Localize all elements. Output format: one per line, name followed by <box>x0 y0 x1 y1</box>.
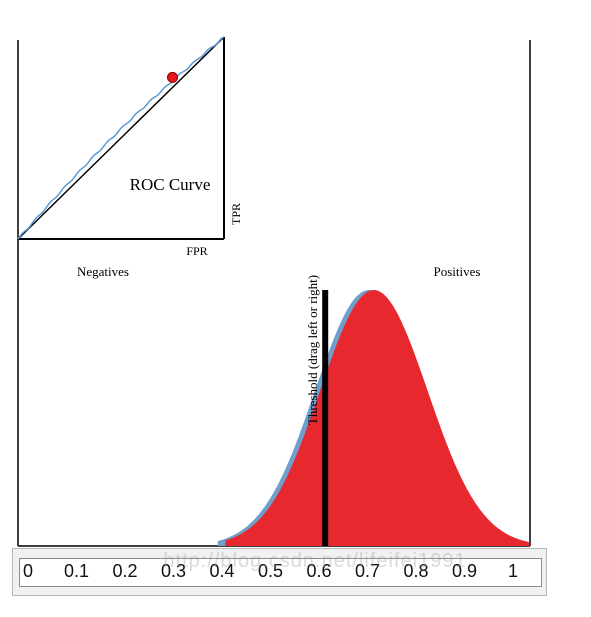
x-axis-scale: 0 0.1 0.2 0.3 0.4 0.5 0.6 0.7 0.8 0.9 1 <box>12 548 547 596</box>
x-tick-label: 0.6 <box>306 561 332 581</box>
negatives-label: Negatives <box>77 264 129 279</box>
positives-distribution <box>225 290 530 546</box>
threshold-label: Threshold (drag left or right) <box>305 275 320 425</box>
x-tick-label: 0.7 <box>354 561 381 581</box>
roc-diagonal <box>17 36 225 240</box>
x-tick-label: 0.4 <box>209 561 235 581</box>
x-tick-label: 1 <box>507 561 519 581</box>
x-tick-label: 0.2 <box>112 561 138 581</box>
roc-inset: ROC Curve FPR TPR <box>17 36 243 258</box>
roc-curve <box>17 36 225 240</box>
x-tick-label: 0.1 <box>63 561 90 581</box>
x-axis-inner: 0 0.1 0.2 0.3 0.4 0.5 0.6 0.7 0.8 0.9 1 <box>19 558 542 587</box>
x-tick-label: 0.5 <box>257 561 284 581</box>
x-tick-label: 0.8 <box>403 561 429 581</box>
x-tick-label: 0.3 <box>160 561 187 581</box>
roc-ylabel: TPR <box>229 203 243 225</box>
roc-xlabel: FPR <box>186 244 207 258</box>
x-tick-label: 0 <box>22 561 34 581</box>
positives-label: Positives <box>434 264 481 279</box>
x-tick-label: 0.9 <box>451 561 478 581</box>
roc-operating-point[interactable] <box>167 71 178 83</box>
roc-title: ROC Curve <box>130 175 211 194</box>
